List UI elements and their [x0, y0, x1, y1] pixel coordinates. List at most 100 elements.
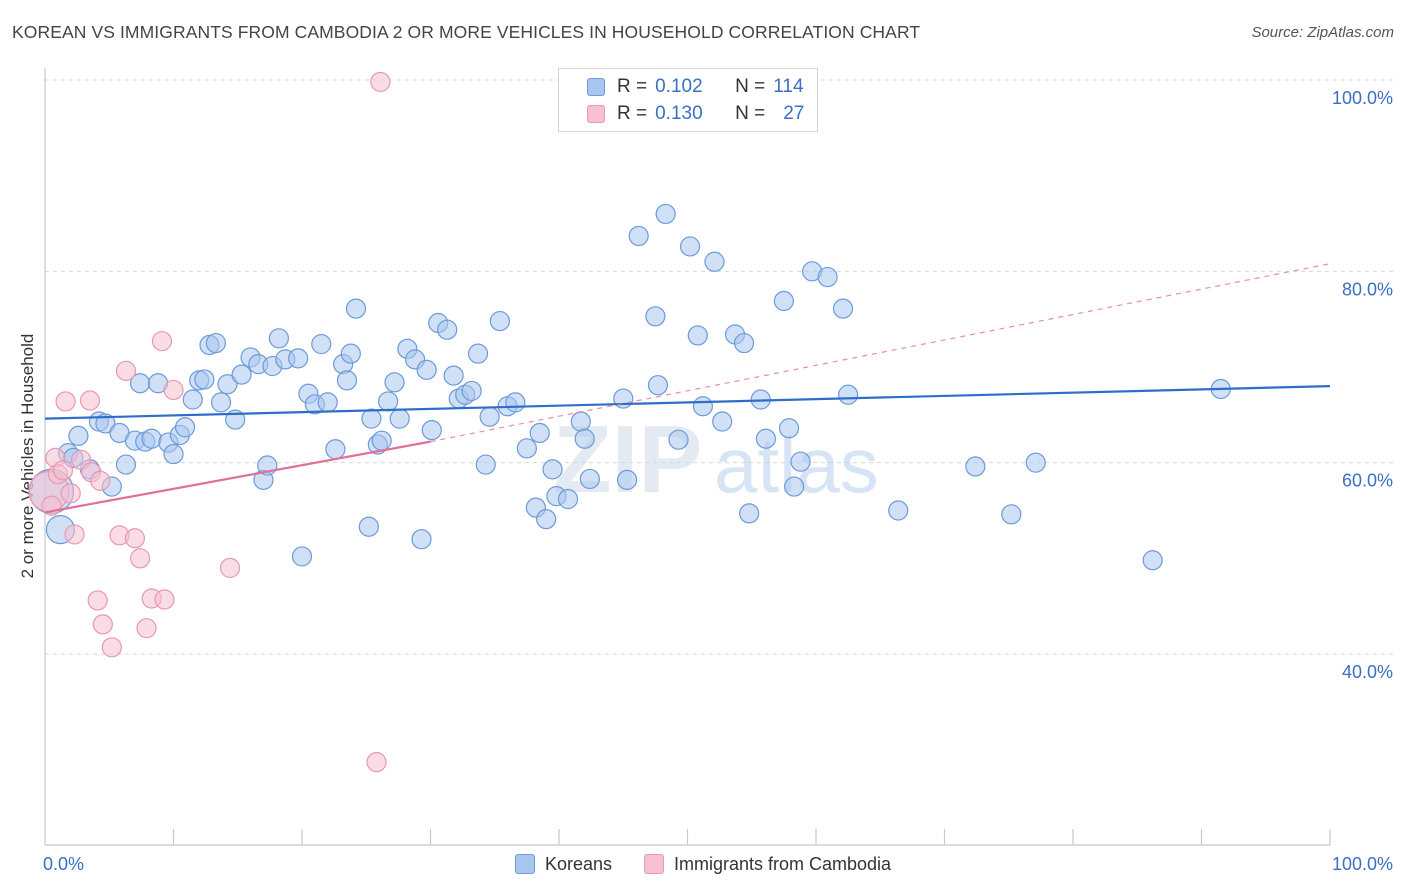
- korean-point: [389, 408, 410, 429]
- korean-point: [778, 418, 800, 439]
- korean-point: [617, 469, 638, 490]
- korean-point: [311, 333, 332, 355]
- y-tick-label: 100.0%: [1332, 88, 1393, 108]
- correlation-legend: R = 0.102 N = 114 R = 0.130 N = 27: [558, 68, 818, 132]
- korean-series: [28, 203, 1231, 571]
- korean-point: [182, 389, 203, 410]
- korean-point: [1001, 504, 1022, 525]
- koreans-legend-label: Koreans: [544, 853, 612, 874]
- korean-point: [115, 454, 137, 475]
- r-label: R =: [617, 76, 648, 97]
- cambodia-point: [90, 470, 111, 491]
- n-value: 27: [783, 103, 805, 124]
- korean-point: [733, 332, 755, 354]
- legend-item-koreans[interactable]: Koreans: [514, 853, 612, 875]
- korean-point: [489, 310, 510, 332]
- korean-point: [217, 374, 238, 395]
- korean-point: [1025, 452, 1046, 473]
- cambodia-legend-label: Immigrants from Cambodia: [673, 853, 892, 874]
- korean-point: [288, 348, 309, 369]
- cambodia-swatch: [587, 105, 605, 123]
- cambodia-point: [370, 71, 391, 93]
- korean-point: [467, 343, 489, 364]
- korean-point: [1142, 550, 1163, 571]
- x-tick-labels: 0.0% 100.0%: [43, 854, 1393, 874]
- cambodia-point: [129, 548, 151, 569]
- korean-point: [645, 306, 666, 327]
- korean-point: [194, 369, 215, 390]
- cambodia-trend-extension: [430, 263, 1331, 443]
- korean-point: [361, 408, 382, 429]
- legend-row-cambodia: R = 0.130 N = 27: [587, 101, 804, 127]
- korean-point: [377, 391, 399, 412]
- korean-point: [461, 380, 482, 402]
- chart-title: KOREAN VS IMMIGRANTS FROM CAMBODIA 2 OR …: [12, 22, 921, 42]
- x-tick-label: 100.0%: [1332, 854, 1393, 874]
- korean-point: [516, 438, 537, 459]
- r-label: R =: [617, 103, 648, 124]
- koreans-swatch: [587, 78, 605, 96]
- cambodia-point: [55, 391, 76, 412]
- y-tick-label: 60.0%: [1342, 471, 1393, 491]
- korean-point: [832, 298, 854, 319]
- korean-point: [557, 488, 579, 510]
- cambodia-point: [52, 460, 74, 481]
- korean-point: [668, 429, 689, 450]
- korean-point: [358, 516, 379, 537]
- n-label: N =: [735, 103, 766, 124]
- korean-point: [141, 428, 162, 449]
- korean-point: [687, 325, 708, 346]
- korean-point: [679, 236, 701, 257]
- cambodia-series: [28, 71, 391, 773]
- y-tick-label: 40.0%: [1342, 662, 1393, 682]
- korean-point: [712, 411, 733, 432]
- korean-point: [773, 290, 794, 312]
- series-legend: Koreans Immigrants from Cambodia: [0, 851, 1406, 877]
- cambodia-point: [79, 390, 101, 411]
- korean-point: [291, 546, 313, 567]
- trend-lines: [44, 263, 1331, 514]
- cambodia-point: [115, 360, 137, 381]
- korean-point: [505, 392, 526, 413]
- korean-point: [68, 425, 89, 446]
- korean-point: [574, 428, 595, 449]
- cambodia-point: [163, 379, 184, 401]
- korean-point: [163, 443, 184, 465]
- korean-point: [790, 451, 811, 472]
- korean-point: [345, 298, 367, 319]
- cambodia-point: [136, 618, 157, 639]
- korean-point: [704, 251, 725, 272]
- r-value: 0.130: [655, 103, 703, 124]
- cambodia-point: [92, 614, 113, 635]
- source-label: Source: ZipAtlas.com: [1251, 24, 1394, 41]
- korean-point: [336, 370, 358, 391]
- y-tick-labels: 40.0% 60.0% 80.0% 100.0%: [1332, 88, 1393, 682]
- cambodia-trend-line: [44, 440, 431, 514]
- korean-point: [340, 343, 361, 364]
- korean-point: [888, 500, 909, 521]
- korean-point: [817, 266, 838, 288]
- cambodia-point: [41, 495, 62, 516]
- legend-item-cambodia[interactable]: Immigrants from Cambodia: [643, 853, 892, 875]
- korean-point: [647, 375, 669, 396]
- n-label: N =: [735, 76, 766, 97]
- korean-point: [579, 468, 600, 490]
- korean-point: [231, 364, 252, 385]
- korean-point: [210, 392, 232, 413]
- korean-point: [437, 319, 458, 340]
- korean-point: [317, 392, 338, 413]
- korean-point: [628, 225, 649, 247]
- koreans-legend-swatch: [514, 854, 535, 874]
- korean-trend-line: [44, 385, 1331, 420]
- korean-point: [479, 406, 500, 427]
- legend-row-koreans: R = 0.102 N = 114: [587, 74, 804, 100]
- cambodia-point: [60, 483, 81, 504]
- korean-point: [965, 456, 986, 477]
- korean-point: [371, 430, 392, 451]
- korean-point: [739, 503, 760, 524]
- cambodia-point: [124, 528, 146, 549]
- axes: [44, 68, 1331, 846]
- korean-point: [443, 365, 464, 386]
- korean-point: [529, 422, 550, 444]
